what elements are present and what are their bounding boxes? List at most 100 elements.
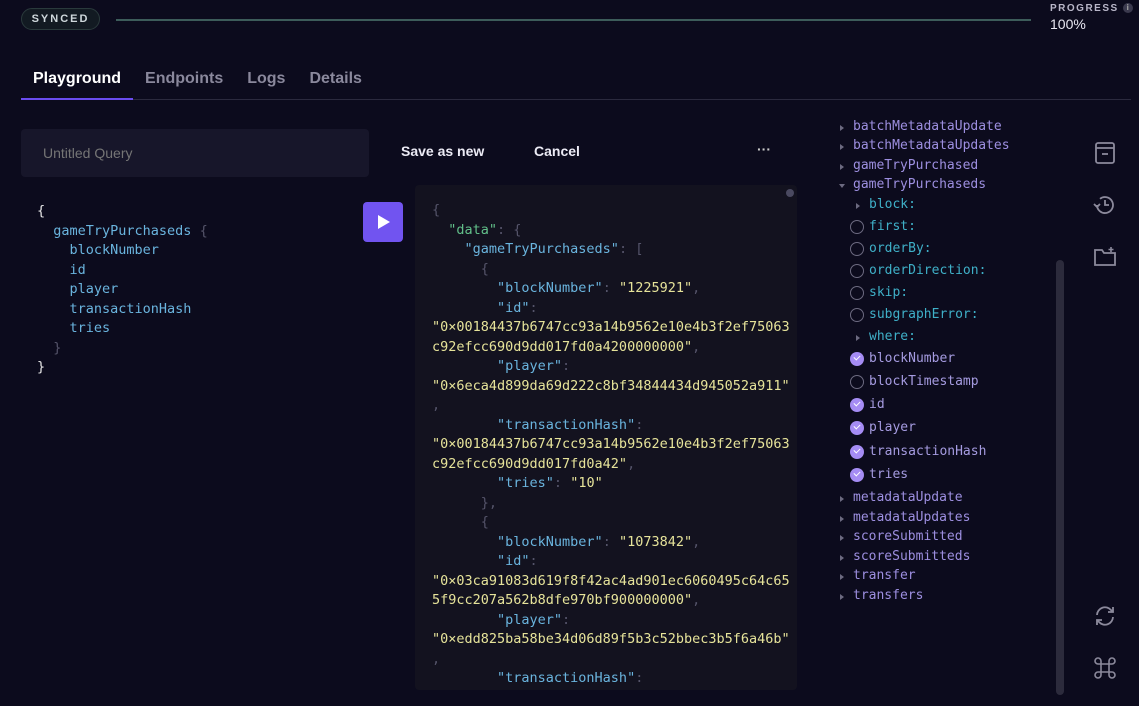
checkbox[interactable] — [850, 468, 864, 482]
checkbox[interactable] — [850, 375, 864, 389]
explorer-item[interactable]: scoreSubmitteds — [853, 549, 971, 564]
explorer-item[interactable]: first: — [869, 219, 916, 234]
code-token: c92efcc690d9dd017fd0a42" — [432, 455, 628, 472]
explorer-item[interactable]: subgraphError: — [869, 307, 979, 322]
code-line: "player": — [432, 611, 790, 631]
command-icon[interactable] — [1092, 655, 1118, 681]
progress-value: 100% — [1050, 16, 1086, 32]
tab-details[interactable]: Details — [309, 70, 362, 87]
new-folder-icon[interactable] — [1092, 244, 1118, 270]
code-line: , — [432, 650, 790, 670]
code-line: , — [432, 396, 790, 416]
saved-queries-icon[interactable] — [1092, 140, 1118, 166]
code-token: : { — [497, 221, 522, 238]
caret-right-icon[interactable] — [840, 535, 844, 541]
explorer-scrollbar[interactable] — [1056, 260, 1064, 695]
explorer-item[interactable]: player — [869, 420, 916, 435]
checkbox[interactable] — [850, 242, 864, 256]
caret-right-icon[interactable] — [840, 144, 844, 150]
checkbox[interactable] — [850, 286, 864, 300]
result-json: { "data": { "gameTryPurchaseds": [ { "bl… — [432, 201, 790, 689]
explorer-item[interactable]: metadataUpdate — [853, 490, 963, 505]
checkbox[interactable] — [850, 352, 864, 366]
explorer-item[interactable]: where: — [869, 329, 916, 344]
code-line: c92efcc690d9dd017fd0a42", — [432, 455, 790, 475]
code-token: gameTryPurchaseds — [37, 222, 200, 239]
caret-right-icon[interactable] — [840, 125, 844, 131]
checkbox[interactable] — [850, 421, 864, 435]
code-token: c92efcc690d9dd017fd0a4200000000" — [432, 338, 693, 355]
code-line: "0×03ca91083d619f8f42ac4ad901ec6060495c6… — [432, 572, 790, 592]
code-token: , — [627, 455, 636, 472]
progress-bar — [116, 19, 1031, 21]
explorer-item[interactable]: blockNumber — [869, 351, 956, 366]
tab-bar: Playground Endpoints Logs Details — [21, 60, 1131, 100]
tab-endpoints[interactable]: Endpoints — [145, 70, 224, 87]
caret-right-icon[interactable] — [840, 574, 844, 580]
checkbox[interactable] — [850, 264, 864, 278]
explorer-item[interactable]: orderBy: — [869, 241, 932, 256]
checkbox[interactable] — [850, 220, 864, 234]
explorer-item[interactable]: blockTimestamp — [869, 374, 979, 389]
caret-right-icon[interactable] — [840, 496, 844, 502]
history-icon[interactable] — [1092, 192, 1118, 218]
explorer-item[interactable]: tries — [869, 467, 909, 482]
explorer-item[interactable]: metadataUpdates — [853, 510, 971, 525]
checkbox[interactable] — [850, 398, 864, 412]
code-token: , — [432, 650, 441, 667]
caret-right-icon[interactable] — [856, 203, 860, 209]
explorer-item[interactable]: scoreSubmitted — [853, 529, 963, 544]
code-line: "id": — [432, 552, 790, 572]
refresh-icon[interactable] — [1092, 603, 1118, 629]
code-line: "transactionHash": — [432, 416, 790, 436]
code-line: "gameTryPurchaseds": [ — [432, 240, 790, 260]
save-as-new-button[interactable]: Save as new — [401, 143, 485, 159]
caret-right-icon[interactable] — [840, 594, 844, 600]
code-line: 5f9cc207a562b8dfe970bf900000000", — [432, 591, 790, 611]
explorer-item[interactable]: gameTryPurchaseds — [853, 177, 987, 192]
query-name-input[interactable] — [21, 129, 369, 177]
code-token: "transactionHash" — [432, 670, 636, 686]
cancel-button[interactable]: Cancel — [534, 143, 580, 159]
code-token: : — [529, 553, 538, 569]
code-token: { — [37, 203, 46, 219]
checkbox[interactable] — [850, 445, 864, 459]
caret-right-icon[interactable] — [840, 555, 844, 561]
code-line: player — [37, 280, 357, 300]
explorer-item[interactable]: transfer — [853, 568, 916, 583]
progress-label: PROGRESS i — [1050, 3, 1133, 14]
code-token: "0×00184437b6747cc93a14b9562e10e4b3f2ef7… — [432, 436, 790, 452]
explorer-item[interactable]: orderDirection: — [869, 263, 987, 278]
result-scroll-indicator[interactable] — [786, 189, 794, 197]
more-options-button[interactable]: ··· — [757, 141, 771, 157]
code-line: } — [37, 339, 357, 359]
explorer-item[interactable]: skip: — [869, 285, 909, 300]
caret-right-icon[interactable] — [840, 516, 844, 522]
code-line: { — [432, 201, 790, 221]
caret-down-icon[interactable] — [839, 184, 845, 188]
caret-right-icon[interactable] — [856, 335, 860, 341]
code-line: c92efcc690d9dd017fd0a4200000000", — [432, 338, 790, 358]
explorer-item[interactable]: gameTryPurchased — [853, 158, 979, 173]
code-line: { — [37, 202, 357, 222]
explorer-item[interactable]: id — [869, 397, 885, 412]
run-query-button[interactable] — [363, 202, 403, 242]
explorer-item[interactable]: block: — [869, 197, 916, 212]
checkbox[interactable] — [850, 308, 864, 322]
info-icon[interactable]: i — [1122, 3, 1133, 13]
tab-logs[interactable]: Logs — [247, 70, 286, 87]
explorer-item[interactable]: batchMetadataUpdate — [853, 119, 1002, 134]
explorer-item[interactable]: transactionHash — [869, 444, 987, 459]
query-editor[interactable]: { gameTryPurchaseds { blockNumber id pla… — [37, 202, 357, 378]
explorer-item[interactable]: batchMetadataUpdates — [853, 138, 1010, 153]
explorer-item[interactable]: transfers — [853, 588, 924, 603]
code-token: { — [199, 222, 208, 239]
code-token: "0×03ca91083d619f8f42ac4ad901ec6060495c6… — [432, 572, 790, 589]
code-token: "gameTryPurchaseds" — [432, 241, 619, 257]
code-token: : — [602, 280, 619, 296]
caret-right-icon[interactable] — [840, 164, 844, 170]
code-line: "blockNumber": "1073842", — [432, 533, 790, 553]
code-token: } — [37, 359, 46, 375]
code-token: , — [692, 280, 701, 296]
tab-playground[interactable]: Playground — [21, 60, 134, 100]
